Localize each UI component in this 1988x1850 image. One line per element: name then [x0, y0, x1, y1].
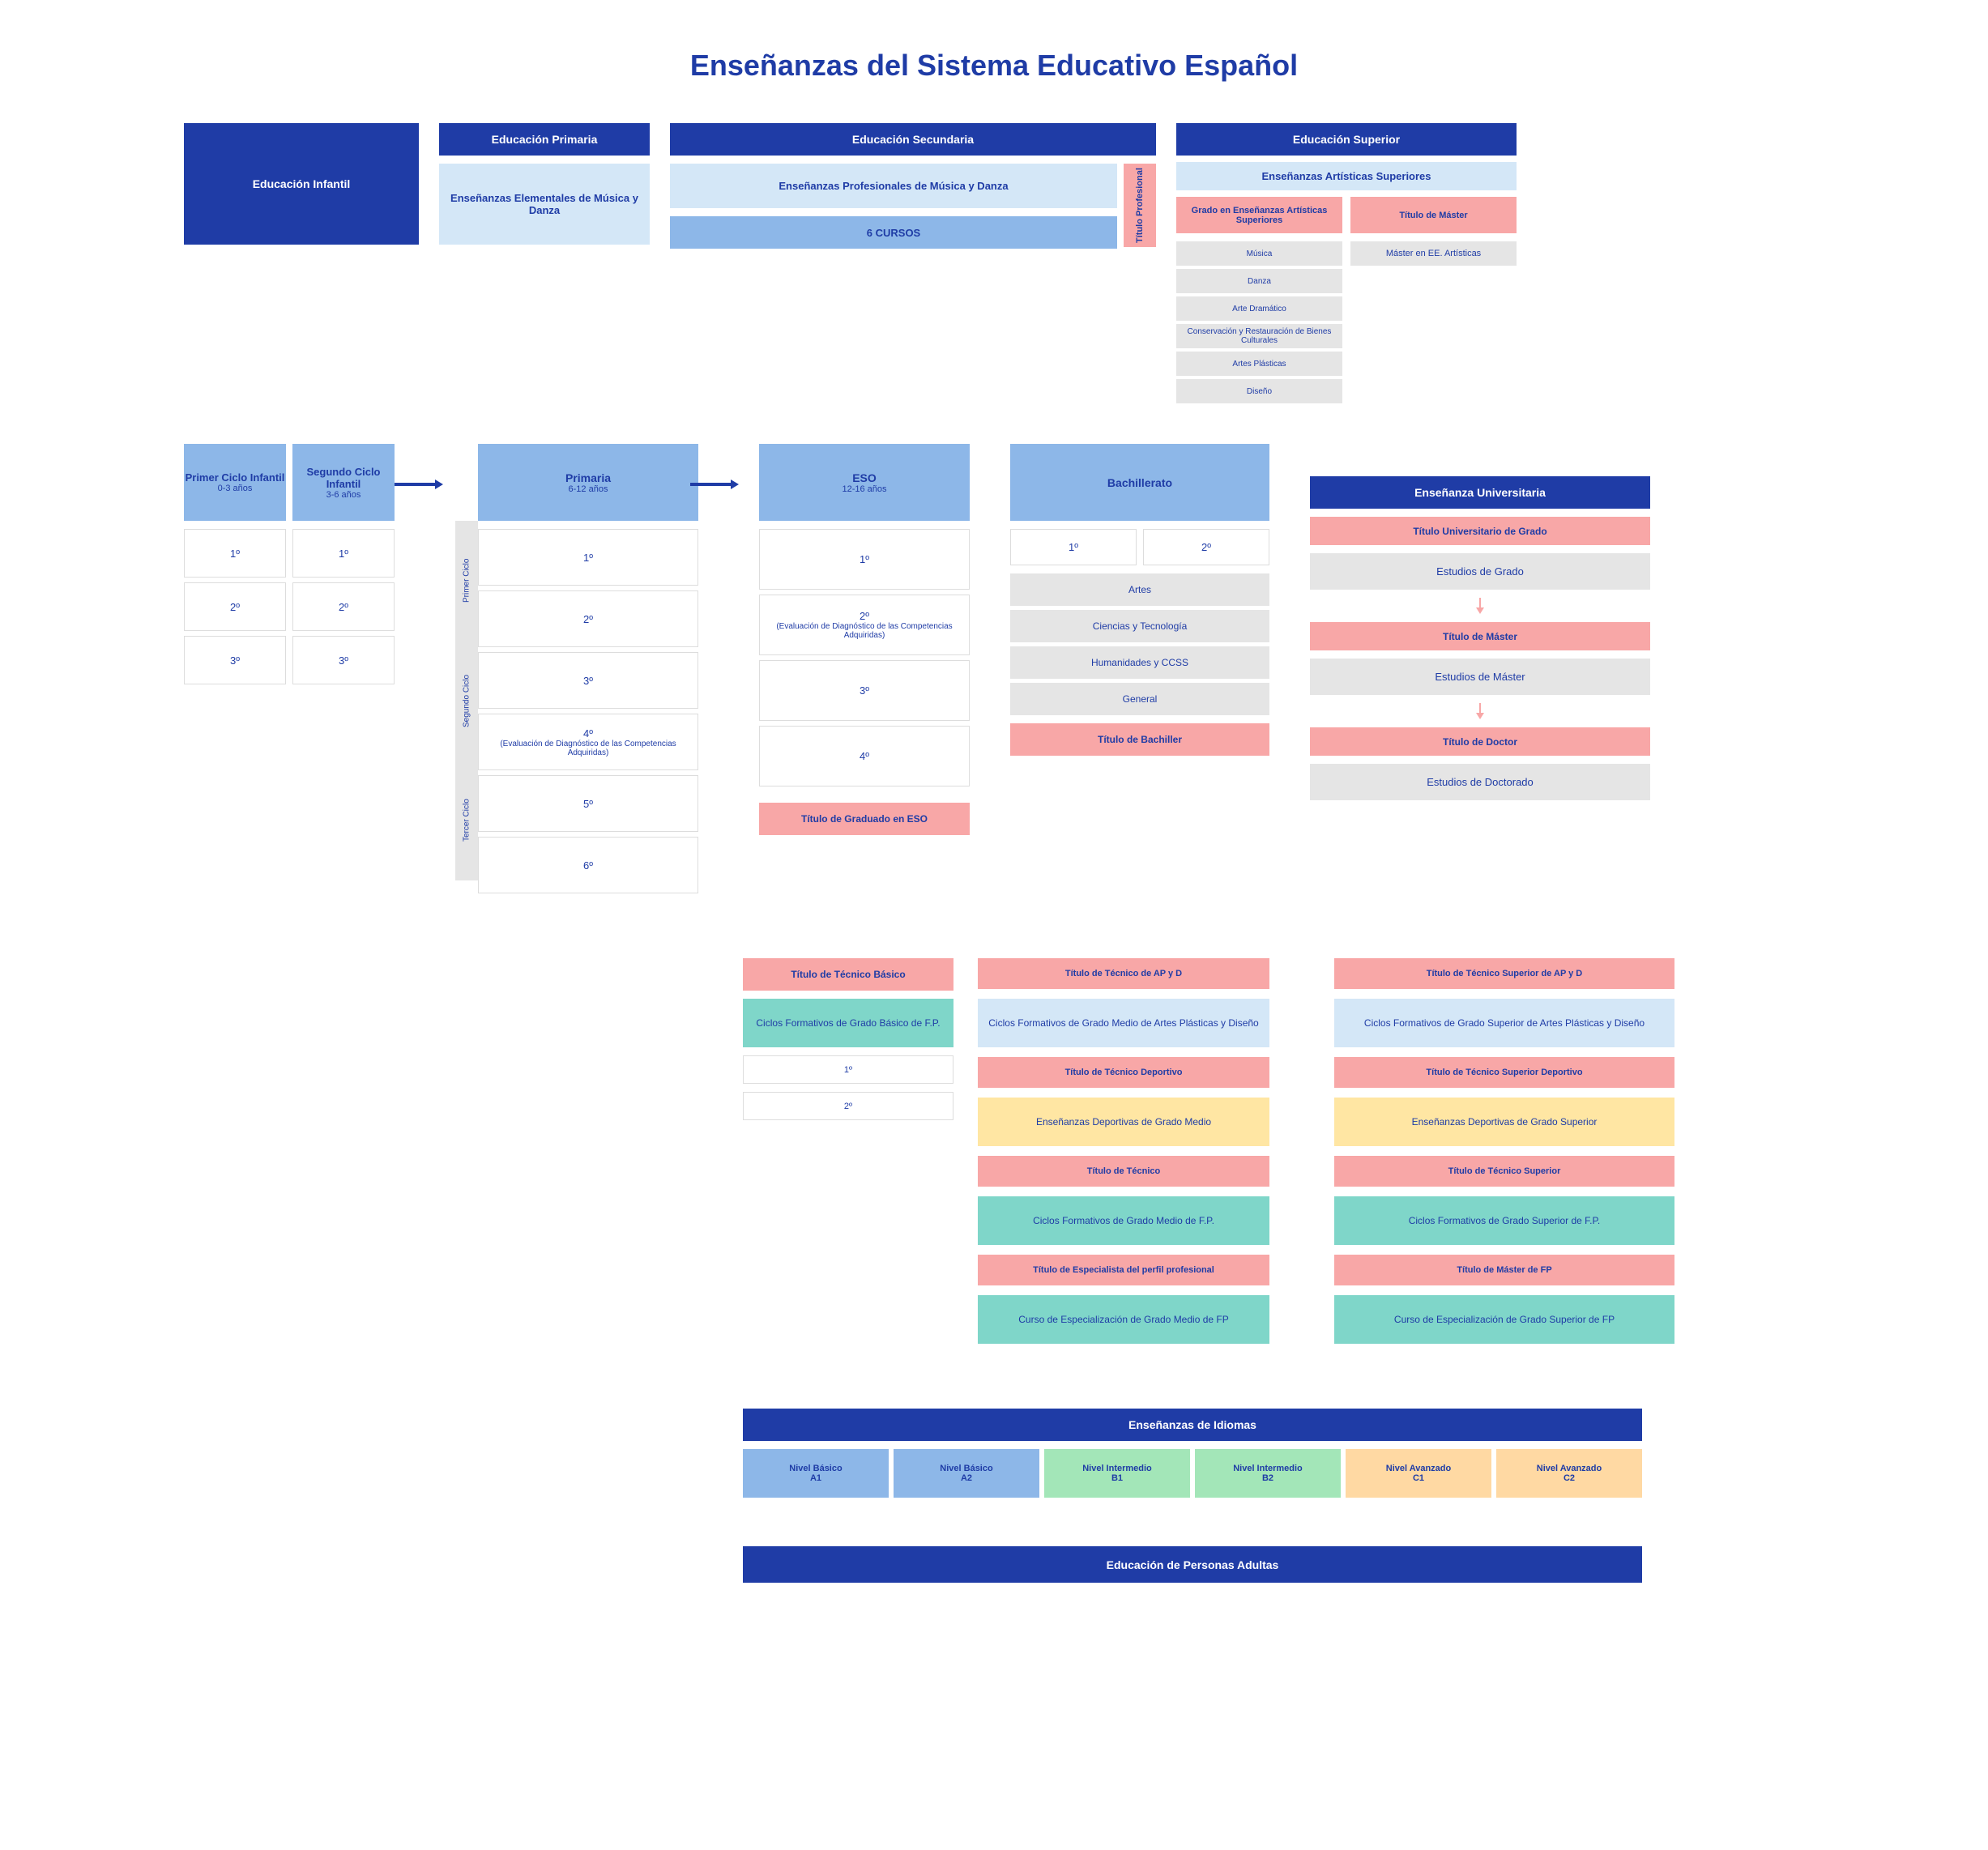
eso-titulo: Título de Graduado en ESO: [759, 803, 970, 835]
primaria-level: 5º: [478, 775, 698, 832]
primaria-level: 4º(Evaluación de Diagnóstico de las Comp…: [478, 714, 698, 770]
eso-level: 1º: [759, 529, 970, 590]
univ-master-t: Título de Máster: [1310, 622, 1650, 650]
page-title: Enseñanzas del Sistema Educativo Español: [32, 49, 1956, 83]
fp-body: Curso de Especialización de Grado Medio …: [978, 1295, 1269, 1344]
primaria-cycle: Primer Ciclo: [455, 521, 478, 641]
grado-art-item: Música: [1176, 241, 1342, 266]
fp-basico-lvl: 2º: [743, 1092, 953, 1120]
idioma-level: Nivel AvanzadoC1: [1346, 1449, 1491, 1498]
fp-body: Ciclos Formativos de Grado Superior de F…: [1334, 1196, 1674, 1245]
fp-titulo: Título de Técnico Superior de AP y D: [1334, 958, 1674, 989]
infantil-level: 2º: [184, 582, 286, 631]
idioma-level: Nivel BásicoA2: [894, 1449, 1039, 1498]
fp-basico-lvl: 1º: [743, 1055, 953, 1084]
primaria-header: Educación Primaria: [439, 123, 650, 156]
bach-rama: Artes: [1010, 573, 1269, 606]
artisticas-sub: Enseñanzas Artísticas Superiores: [1176, 162, 1517, 190]
arrow-icon: [395, 476, 443, 492]
univ-hdr: Enseñanza Universitaria: [1310, 476, 1650, 509]
grado-art-item: Danza: [1176, 269, 1342, 293]
idioma-level: Nivel AvanzadoC2: [1496, 1449, 1642, 1498]
bach-rama: Ciencias y Tecnología: [1010, 610, 1269, 642]
idioma-level: Nivel IntermedioB2: [1195, 1449, 1341, 1498]
grado-art-list: Música Danza Arte Dramático Conservación y …: [1176, 241, 1342, 403]
primaria-cycle: Tercer Ciclo: [455, 761, 478, 880]
fp-body: Ciclos Formativos de Grado Superior de A…: [1334, 999, 1674, 1047]
grado-art-item: Arte Dramático: [1176, 296, 1342, 321]
secundaria-header: Educación Secundaria: [670, 123, 1156, 156]
grado-art-hdr: Grado en Enseñanzas Artísticas Superiore…: [1176, 197, 1342, 233]
univ-grado-t: Título Universitario de Grado: [1310, 517, 1650, 545]
fp-body: Ciclos Formativos de Grado Medio de Arte…: [978, 999, 1269, 1047]
fp-basico-titulo: Título de Técnico Básico: [743, 958, 953, 991]
primaria-hdr: Primaria 6-12 años: [478, 444, 698, 521]
bach-titulo: Título de Bachiller: [1010, 723, 1269, 756]
bach-rama: Humanidades y CCSS: [1010, 646, 1269, 679]
infantil-level: 3º: [184, 636, 286, 684]
secundaria-sub: Enseñanzas Profesionales de Música y Dan…: [670, 164, 1117, 208]
primaria-level: 2º: [478, 590, 698, 647]
arrow-icon: [690, 476, 739, 492]
master-item-top: Máster en EE. Artísticas: [1350, 241, 1517, 266]
fp-titulo: Título de Máster de FP: [1334, 1255, 1674, 1285]
bach-rama: General: [1010, 683, 1269, 715]
fp-titulo: Título de Técnico: [978, 1156, 1269, 1187]
infantil-c2-hdr: Segundo Ciclo Infantil 3-6 años: [292, 444, 395, 521]
fp-titulo: Título de Técnico Superior: [1334, 1156, 1674, 1187]
superior-header: Educación Superior: [1176, 123, 1517, 156]
infantil-level: 2º: [292, 582, 395, 631]
idioma-level: Nivel BásicoA1: [743, 1449, 889, 1498]
primaria-cycle: Segundo Ciclo: [455, 641, 478, 761]
arrow-down-icon: [1310, 598, 1650, 614]
univ-master: Estudios de Máster: [1310, 659, 1650, 695]
adultas-hdr: Educación de Personas Adultas: [743, 1546, 1642, 1583]
infantil-c1-hdr: Primer Ciclo Infantil 0-3 años: [184, 444, 286, 521]
primaria-sub: Enseñanzas Elementales de Música y Danza: [439, 164, 650, 245]
infantil-level: 1º: [292, 529, 395, 578]
eso-level: 4º: [759, 726, 970, 786]
infantil-level: 3º: [292, 636, 395, 684]
bach-curso: 1º: [1010, 529, 1137, 565]
grado-art-item: Conservación y Restauración de Bienes Cu…: [1176, 324, 1342, 348]
fp-body: Enseñanzas Deportivas de Grado Medio: [978, 1098, 1269, 1146]
fp-body: Curso de Especialización de Grado Superi…: [1334, 1295, 1674, 1344]
primaria-level: 3º: [478, 652, 698, 709]
bach-hdr: Bachillerato: [1010, 444, 1269, 521]
fp-titulo: Título de Especialista del perfil profes…: [978, 1255, 1269, 1285]
infantil-level: 1º: [184, 529, 286, 578]
grado-art-item: Artes Plásticas: [1176, 352, 1342, 376]
infantil-header: Educación Infantil: [184, 123, 419, 245]
idiomas-hdr: Enseñanzas de Idiomas: [743, 1409, 1642, 1441]
primaria-level: 6º: [478, 837, 698, 893]
fp-body: Ciclos Formativos de Grado Medio de F.P.: [978, 1196, 1269, 1245]
grado-art-item: Diseño: [1176, 379, 1342, 403]
fp-titulo: Título de Técnico de AP y D: [978, 958, 1269, 989]
secundaria-cursos: 6 CURSOS: [670, 216, 1117, 249]
fp-titulo: Título de Técnico Superior Deportivo: [1334, 1057, 1674, 1088]
titulo-profesional: Título Profesional: [1124, 164, 1156, 247]
bach-curso: 2º: [1143, 529, 1269, 565]
eso-hdr: ESO 12-16 años: [759, 444, 970, 521]
diagram-root: Educación Infantil Educación Primaria En…: [184, 123, 1804, 1583]
idioma-level: Nivel IntermedioB1: [1044, 1449, 1190, 1498]
arrow-down-icon: [1310, 703, 1650, 719]
fp-body: Enseñanzas Deportivas de Grado Superior: [1334, 1098, 1674, 1146]
univ-grado: Estudios de Grado: [1310, 553, 1650, 590]
primaria-level: 1º: [478, 529, 698, 586]
univ-doctor-t: Título de Doctor: [1310, 727, 1650, 756]
fp-titulo: Título de Técnico Deportivo: [978, 1057, 1269, 1088]
univ-doctor: Estudios de Doctorado: [1310, 764, 1650, 800]
fp-basico-ciclo: Ciclos Formativos de Grado Básico de F.P…: [743, 999, 953, 1047]
eso-level: 3º: [759, 660, 970, 721]
master-hdr-top: Título de Máster: [1350, 197, 1517, 233]
eso-level: 2º(Evaluación de Diagnóstico de las Comp…: [759, 595, 970, 655]
